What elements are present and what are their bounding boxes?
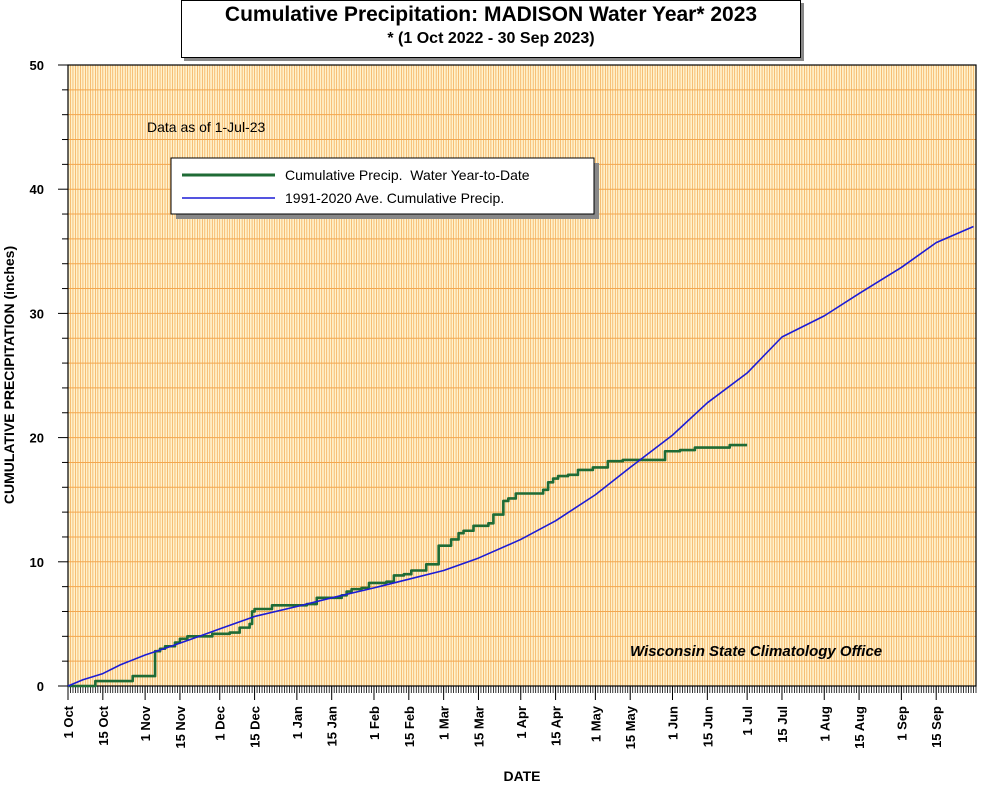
x-tick-label: 15 Feb <box>402 706 417 747</box>
x-tick-label: 15 Jul <box>775 706 790 743</box>
x-tick-label: 1 May <box>588 705 603 742</box>
axes: 0 10 20 30 40 50 1 Oct 15 Oct 1 Nov 15 Nov 1 Dec 15… <box>30 58 977 749</box>
chart-subtitle: * (1 Oct 2022 - 30 Sep 2023) <box>387 30 595 47</box>
series-layer <box>67 225 974 688</box>
y-tick-label: 0 <box>37 679 44 694</box>
plot-frame <box>67 64 977 687</box>
x-tick-label: 1 Feb <box>367 706 382 740</box>
title-box: Cumulative Precipitation: MADISON Water … <box>181 0 801 58</box>
x-axis-label: DATE <box>503 768 540 784</box>
y-tick-label: 40 <box>30 182 44 197</box>
x-tick-label: 1 Aug <box>817 706 832 742</box>
x-tick-label: 1 Nov <box>138 705 153 741</box>
x-tick-label: 15 Apr <box>549 706 564 746</box>
credit-annotation: Wisconsin State Climatology Office <box>630 643 882 660</box>
x-tick-label: 15 Dec <box>248 706 263 748</box>
x-tick-label: 1 Dec <box>213 706 228 741</box>
chart-title: Cumulative Precipitation: MADISON Water … <box>224 3 758 26</box>
x-tick-label: 1 Apr <box>514 706 529 739</box>
y-tick-label: 50 <box>30 58 44 73</box>
x-tick-label: 1 Sep <box>894 706 909 741</box>
x-tick-label: 15 Sep <box>929 706 944 748</box>
legend-label-average: 1991-2020 Ave. Cumulative Precip. <box>285 190 504 206</box>
y-tick-label: 30 <box>30 306 44 321</box>
data-as-of-annotation: Data as of 1-Jul-23 <box>147 119 265 135</box>
x-tick-label: 1 Mar <box>437 706 452 740</box>
x-tick-label: 15 Aug <box>852 706 867 749</box>
x-tick-label: 1 Jun <box>666 706 681 740</box>
y-axis-label: CUMULATIVE PRECIPITATION (inches) <box>1 246 17 504</box>
x-tick-label: 15 Jun <box>700 706 715 747</box>
legend-label-ytd: Cumulative Precip. Water Year-to-Date <box>285 167 530 183</box>
series-line-average <box>67 225 974 687</box>
y-tick-label: 20 <box>30 431 44 446</box>
x-tick-label: 1 Jan <box>290 706 305 739</box>
x-tick-label: 15 May <box>623 705 638 749</box>
legend: Cumulative Precip. Water Year-to-Date 19… <box>170 157 599 219</box>
x-tick-label: 1 Oct <box>61 705 76 738</box>
x-tick-label: 15 Oct <box>96 705 111 745</box>
series-line-ytd <box>68 443 748 688</box>
x-tick-label: 15 Mar <box>471 706 486 747</box>
x-tick-label: 15 Jan <box>325 706 340 747</box>
x-tick-label: 15 Nov <box>173 705 188 748</box>
y-tick-label: 10 <box>30 555 44 570</box>
x-tick-label: 1 Jul <box>740 706 755 736</box>
legend-box <box>170 157 595 215</box>
